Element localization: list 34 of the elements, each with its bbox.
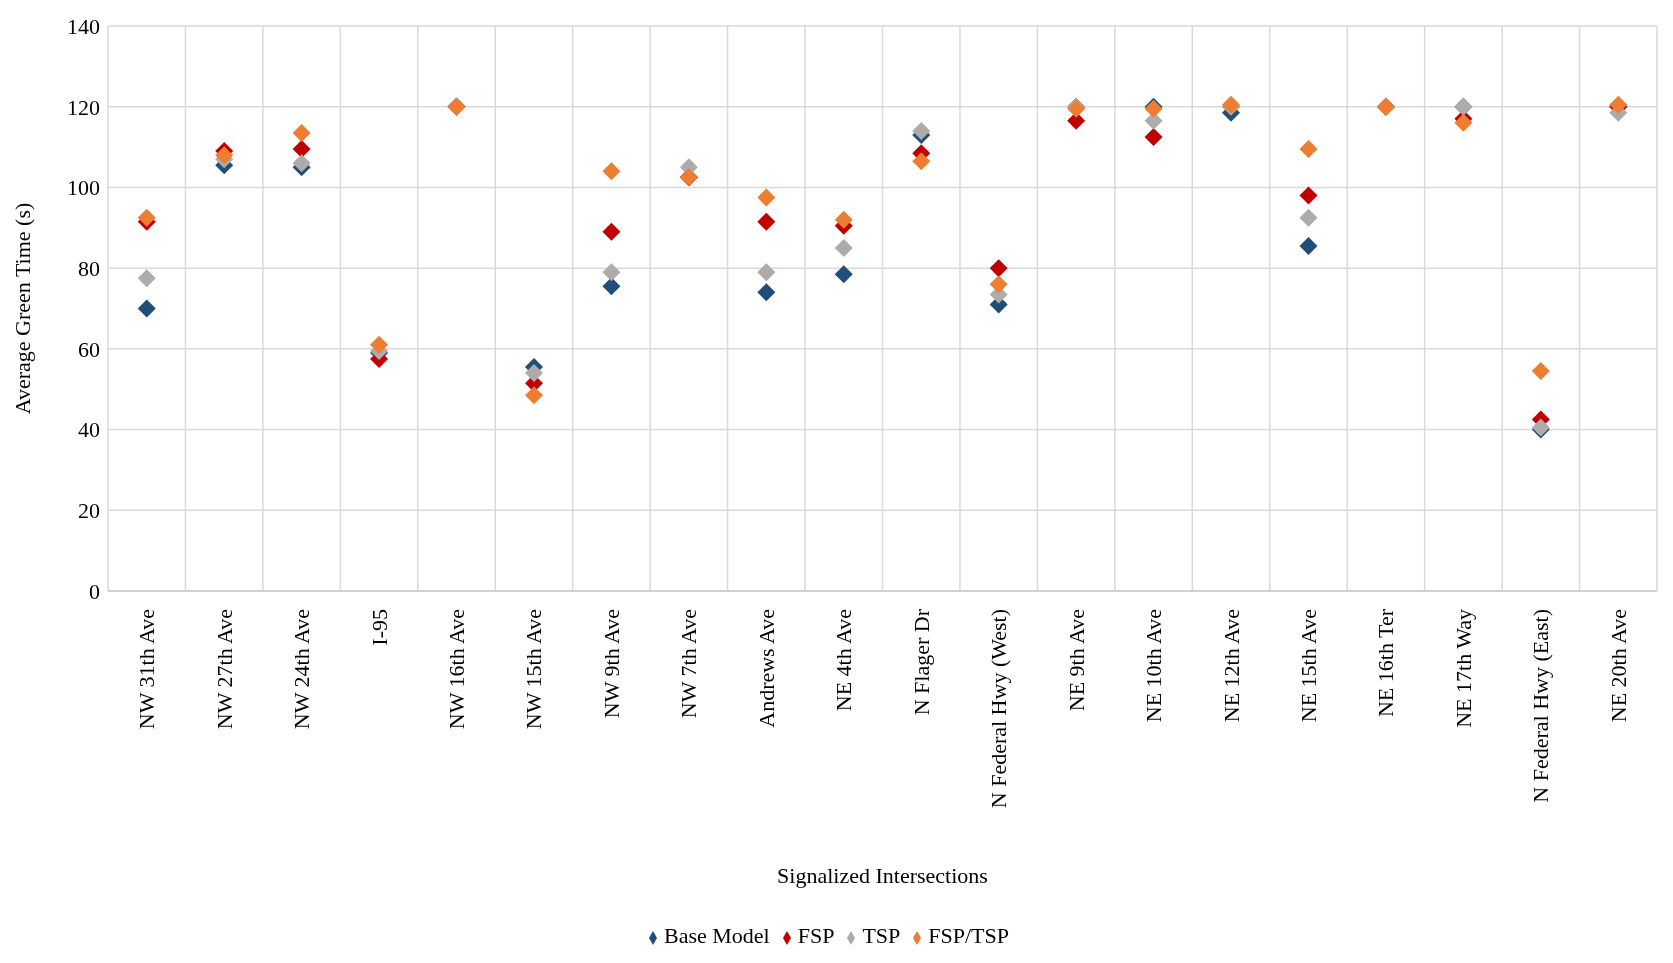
y-axis-title: Average Green Time (s) [9, 202, 35, 415]
x-tick-label: NE 4th Ave [831, 609, 857, 712]
x-tick-label: NE 9th Ave [1063, 609, 1089, 712]
x-tick-label: NW 9th Ave [598, 609, 624, 719]
x-tick-label: N Federal Hwy (West) [986, 609, 1012, 809]
x-tick-label: NW 15th Ave [521, 609, 547, 730]
x-tick-label: NE 16th Ter [1373, 608, 1399, 718]
y-tick-label: 40 [78, 417, 100, 443]
legend-label: FSP/TSP [928, 923, 1010, 948]
y-tick-label: 140 [67, 13, 100, 39]
x-tick-label: NW 7th Ave [676, 609, 702, 719]
y-tick-label: 0 [89, 578, 100, 604]
y-tick-label: 80 [78, 255, 100, 281]
x-tick-label: NE 17th Way [1450, 609, 1476, 728]
x-axis-title: Signalized Intersections [777, 863, 988, 888]
y-tick-label: 100 [67, 175, 100, 201]
x-tick-label: N Flager Dr [908, 608, 934, 716]
legend-label: FSP [797, 923, 835, 948]
x-tick-label: NE 20th Ave [1605, 609, 1631, 723]
x-tick-label: Andrews Ave [753, 609, 779, 728]
x-tick-label: NW 31th Ave [134, 609, 160, 730]
y-tick-label: 20 [78, 498, 100, 524]
legend-label: TSP [862, 923, 901, 948]
x-tick-label: NE 15th Ave [1295, 609, 1321, 723]
x-tick-label: I-95 [366, 609, 392, 646]
x-tick-label: NW 24th Ave [289, 609, 315, 730]
legend-label: Base Model [663, 923, 770, 948]
x-tick-label: NW 27th Ave [211, 609, 237, 730]
x-tick-label: NE 10th Ave [1141, 609, 1167, 723]
x-tick-label: N Federal Hwy (East) [1528, 609, 1554, 803]
y-tick-label: 120 [67, 94, 100, 120]
y-tick-label: 60 [78, 336, 100, 362]
x-tick-label: NW 16th Ave [444, 609, 470, 730]
x-tick-label: NE 12th Ave [1218, 609, 1244, 723]
